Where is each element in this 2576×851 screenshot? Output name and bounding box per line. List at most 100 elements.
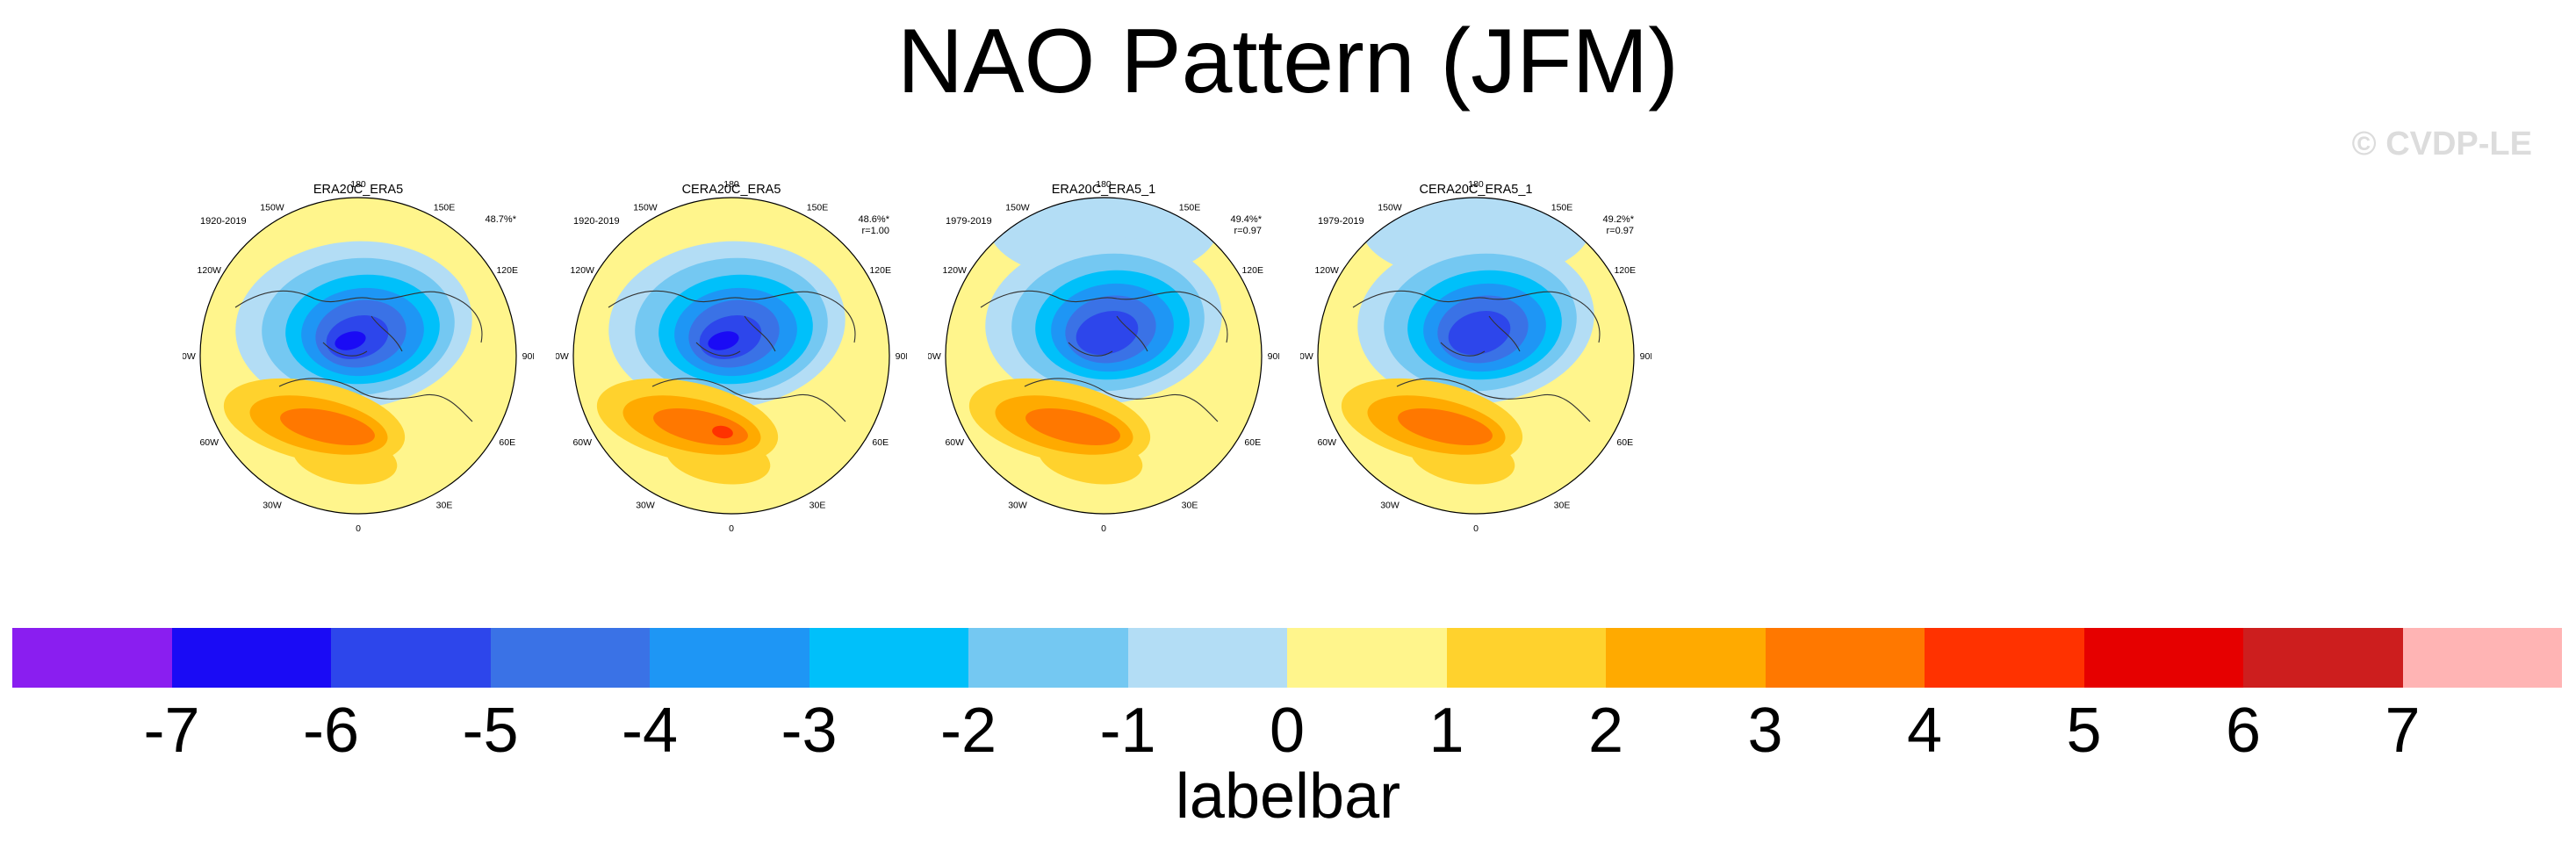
colorbar-tick-label: 3 xyxy=(1747,696,1783,766)
longitude-label: 90W xyxy=(183,351,196,362)
longitude-label: 90W xyxy=(928,351,941,362)
map-panel: 180 150E 120E 90E 60E 30E 0 30W 60W 90W 120W 150W CE… xyxy=(556,176,907,562)
longitude-label: 120E xyxy=(496,265,518,276)
map-boundary xyxy=(572,197,890,515)
longitude-label: 90W xyxy=(1300,351,1313,362)
longitude-label: 150E xyxy=(807,202,829,213)
colorbar-tick-label: 1 xyxy=(1428,696,1464,766)
colorbar-swatch xyxy=(1127,628,1287,688)
colorbar-swatch xyxy=(1925,628,2084,688)
polar-map: 180 150E 120E 90E 60E 30E 0 30W 60W 90W 120W 150W xyxy=(556,179,907,534)
colorbar-tick-label: -5 xyxy=(462,696,519,766)
longitude-label: 150W xyxy=(1378,202,1402,213)
longitude-label: 120E xyxy=(869,265,891,276)
map-boundary xyxy=(945,197,1263,515)
map-panel: 180 150E 120E 90E 60E 30E 0 30W 60W 90W 120W 150W ER… xyxy=(928,176,1279,562)
coastline xyxy=(1352,290,1601,422)
longitude-label: 150E xyxy=(1551,202,1573,213)
colorbar-tick-label: 6 xyxy=(2225,696,2262,766)
colorbar-tick-label: 0 xyxy=(1269,696,1306,766)
colorbar-swatch xyxy=(1287,628,1447,688)
colorbar-label: labelbar xyxy=(1175,761,1401,832)
negative-contour xyxy=(708,331,739,350)
colorbar-swatch xyxy=(2083,628,2243,688)
colorbar-swatch xyxy=(1446,628,1606,688)
longitude-label: 60E xyxy=(1244,437,1261,448)
positive-contour xyxy=(1398,408,1493,445)
colorbar-swatch xyxy=(2243,628,2403,688)
panel-years: 1979-2019 xyxy=(1318,216,1364,227)
colorbar-tick-label: 7 xyxy=(2385,696,2421,766)
variance-explained: 48.6%* xyxy=(858,214,889,225)
variance-explained: 48.7%* xyxy=(485,214,516,225)
longitude-label: 60E xyxy=(499,437,515,448)
longitude-label: 150E xyxy=(1179,202,1201,213)
longitude-label: 180 xyxy=(1096,179,1112,190)
colorbar-tick-label: 5 xyxy=(2066,696,2102,766)
colorbar-swatch xyxy=(2402,628,2562,688)
coastline xyxy=(980,290,1228,422)
pattern-correlation: r=0.97 xyxy=(1234,226,1263,236)
colorbar xyxy=(12,628,2562,688)
longitude-label: 90W xyxy=(556,351,569,362)
colorbar-swatch xyxy=(650,628,809,688)
panel-title: ERA20C_ERA5_1 xyxy=(1051,183,1156,197)
longitude-label: 60W xyxy=(199,437,219,448)
longitude-label: 60W xyxy=(945,437,964,448)
positive-contour xyxy=(1025,408,1120,445)
variance-explained: 49.2%* xyxy=(1602,214,1634,225)
longitude-label: 150W xyxy=(1005,202,1030,213)
longitude-label: 120W xyxy=(943,265,968,276)
longitude-label: 0 xyxy=(356,523,361,534)
colorbar-tick-label: -1 xyxy=(1099,696,1156,766)
longitude-label: 120W xyxy=(571,265,595,276)
longitude-label: 60W xyxy=(1317,437,1336,448)
longitude-label: 30E xyxy=(809,501,826,511)
positive-contour xyxy=(712,425,733,439)
panel-years: 1979-2019 xyxy=(946,216,992,227)
longitude-label: 30E xyxy=(1554,501,1571,511)
positive-contour xyxy=(280,408,375,445)
longitude-label: 60E xyxy=(872,437,889,448)
colorbar-tick-label: 4 xyxy=(1906,696,1943,766)
map-boundary xyxy=(199,197,517,515)
variance-explained: 49.4%* xyxy=(1230,214,1262,225)
colorbar-swatch xyxy=(490,628,650,688)
colorbar-tick-label: -3 xyxy=(781,696,838,766)
longitude-label: 120E xyxy=(1614,265,1636,276)
longitude-label: 30E xyxy=(1182,501,1198,511)
colorbar-swatch xyxy=(171,628,331,688)
negative-contour xyxy=(1448,311,1511,355)
negative-contour xyxy=(335,331,366,350)
longitude-label: 90E xyxy=(896,351,907,362)
coastline xyxy=(234,290,483,422)
map-panel: 180 150E 120E 90E 60E 30E 0 30W 60W 90W 120W 150W CE… xyxy=(1300,176,1651,562)
panel-title: CERA20C_ERA5_1 xyxy=(1419,183,1533,197)
longitude-label: 120W xyxy=(1315,265,1340,276)
watermark: © CVDP-LE xyxy=(2351,126,2532,162)
colorbar-swatch xyxy=(1606,628,1766,688)
colorbar-tick-label: -7 xyxy=(143,696,200,766)
map-panel: 180 150E 120E 90E 60E 30E 0 30W 60W 90W 120W 150W ER… xyxy=(183,176,534,562)
colorbar-swatch xyxy=(809,628,968,688)
longitude-label: 30W xyxy=(1380,501,1400,511)
colorbar-tick-label: -2 xyxy=(939,696,997,766)
panel-stats: 49.4%* r=0.97 xyxy=(1231,214,1262,237)
longitude-label: 30W xyxy=(263,501,282,511)
longitude-label: 120W xyxy=(198,265,222,276)
colorbar-tick-label: -6 xyxy=(302,696,360,766)
longitude-label: 90E xyxy=(1640,351,1651,362)
longitude-label: 0 xyxy=(1473,523,1479,534)
longitude-label: 180 xyxy=(723,179,739,190)
negative-contour xyxy=(1076,311,1139,355)
panel-stats: 49.2%* r=0.97 xyxy=(1603,214,1634,237)
panel-years: 1920-2019 xyxy=(200,216,247,227)
longitude-label: 0 xyxy=(729,523,734,534)
polar-map: 180 150E 120E 90E 60E 30E 0 30W 60W 90W 120W 150W xyxy=(183,179,534,534)
longitude-label: 60E xyxy=(1616,437,1633,448)
longitude-label: 60W xyxy=(572,437,592,448)
longitude-label: 30W xyxy=(636,501,655,511)
longitude-label: 90E xyxy=(522,351,534,362)
colorbar-swatch xyxy=(968,628,1128,688)
colorbar-swatch xyxy=(12,628,172,688)
